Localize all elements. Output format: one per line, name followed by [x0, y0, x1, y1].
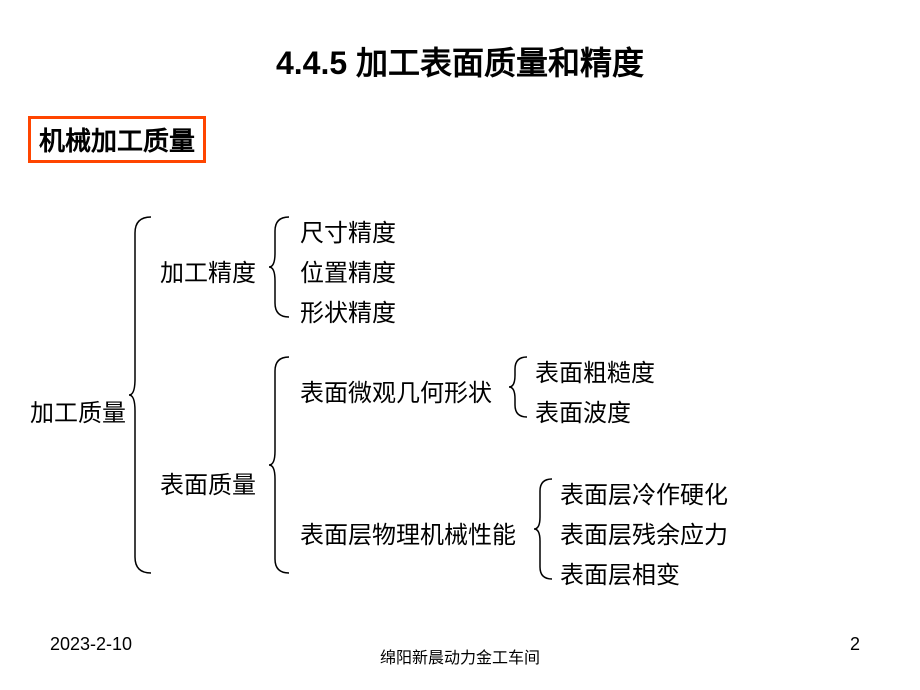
section-box: 机械加工质量: [28, 116, 206, 163]
brace: [509, 357, 527, 417]
tree-node: 加工精度: [160, 253, 256, 288]
tree-leaf: 形状精度: [300, 293, 396, 328]
page-title: 4.4.5 加工表面质量和精度: [0, 0, 920, 84]
tree-leaf: 位置精度: [300, 253, 396, 288]
tree-leaf: 表面粗糙度: [535, 353, 655, 388]
brace: [269, 217, 289, 317]
tree-leaf: 表面层相变: [560, 555, 680, 590]
brace: [269, 357, 289, 573]
tree-leaf: 表面层冷作硬化: [560, 475, 728, 510]
tree-node: 表面层物理机械性能: [300, 515, 516, 550]
tree-root: 加工质量: [30, 393, 126, 428]
brace: [129, 217, 151, 573]
tree-node: 表面质量: [160, 465, 256, 500]
tree-leaf: 表面层残余应力: [560, 515, 728, 550]
tree-node: 表面微观几何形状: [300, 373, 492, 408]
brace: [534, 479, 552, 579]
footer-center: 绵阳新晨动力金工车间: [0, 644, 920, 668]
tree-leaf: 尺寸精度: [300, 213, 396, 248]
tree-leaf: 表面波度: [535, 393, 631, 428]
footer-page: 2: [850, 634, 860, 655]
